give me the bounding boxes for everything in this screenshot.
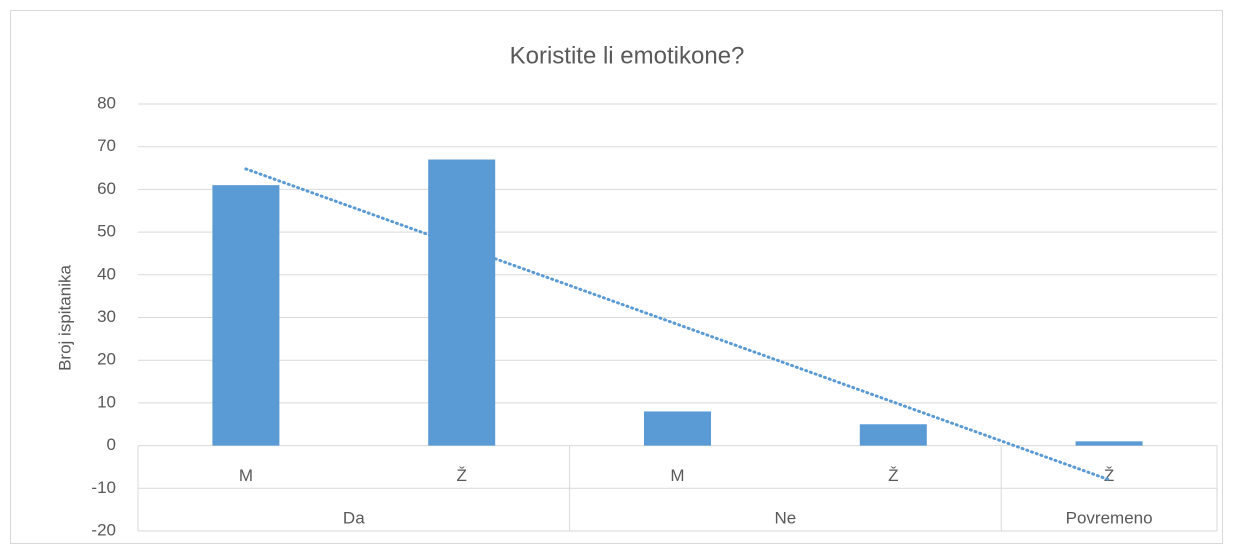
- bar: [212, 185, 280, 446]
- y-tick-label: 0: [107, 435, 116, 454]
- y-tick-label: 30: [97, 307, 116, 326]
- bar: [428, 159, 496, 446]
- group-label: Da: [343, 508, 365, 527]
- group-label: Povremeno: [1066, 508, 1153, 527]
- x-tick-label: Ž: [888, 466, 898, 485]
- group-label: Ne: [775, 508, 797, 527]
- y-tick-label: 20: [97, 350, 116, 369]
- y-tick-label: 50: [97, 222, 116, 241]
- y-tick-label: 10: [97, 392, 116, 411]
- trendline: [244, 167, 1111, 482]
- x-tick-label: Ž: [457, 466, 467, 485]
- y-tick-label: -10: [91, 478, 116, 497]
- x-tick-label: M: [239, 466, 253, 485]
- y-tick-label: 80: [97, 93, 116, 112]
- y-axis-label: Broj ispitanika: [55, 265, 74, 371]
- y-tick-label: 70: [97, 136, 116, 155]
- y-tick-label: -20: [91, 520, 116, 539]
- x-tick-label: Ž: [1104, 466, 1114, 485]
- x-tick-label: M: [670, 466, 684, 485]
- bar: [859, 424, 927, 446]
- y-tick-label: 60: [97, 179, 116, 198]
- chart-border: [10, 10, 1223, 544]
- bar: [644, 411, 711, 446]
- bar: [1075, 441, 1143, 446]
- y-tick-label: 40: [97, 264, 116, 283]
- chart-title: Koristite li emotikone?: [510, 42, 745, 69]
